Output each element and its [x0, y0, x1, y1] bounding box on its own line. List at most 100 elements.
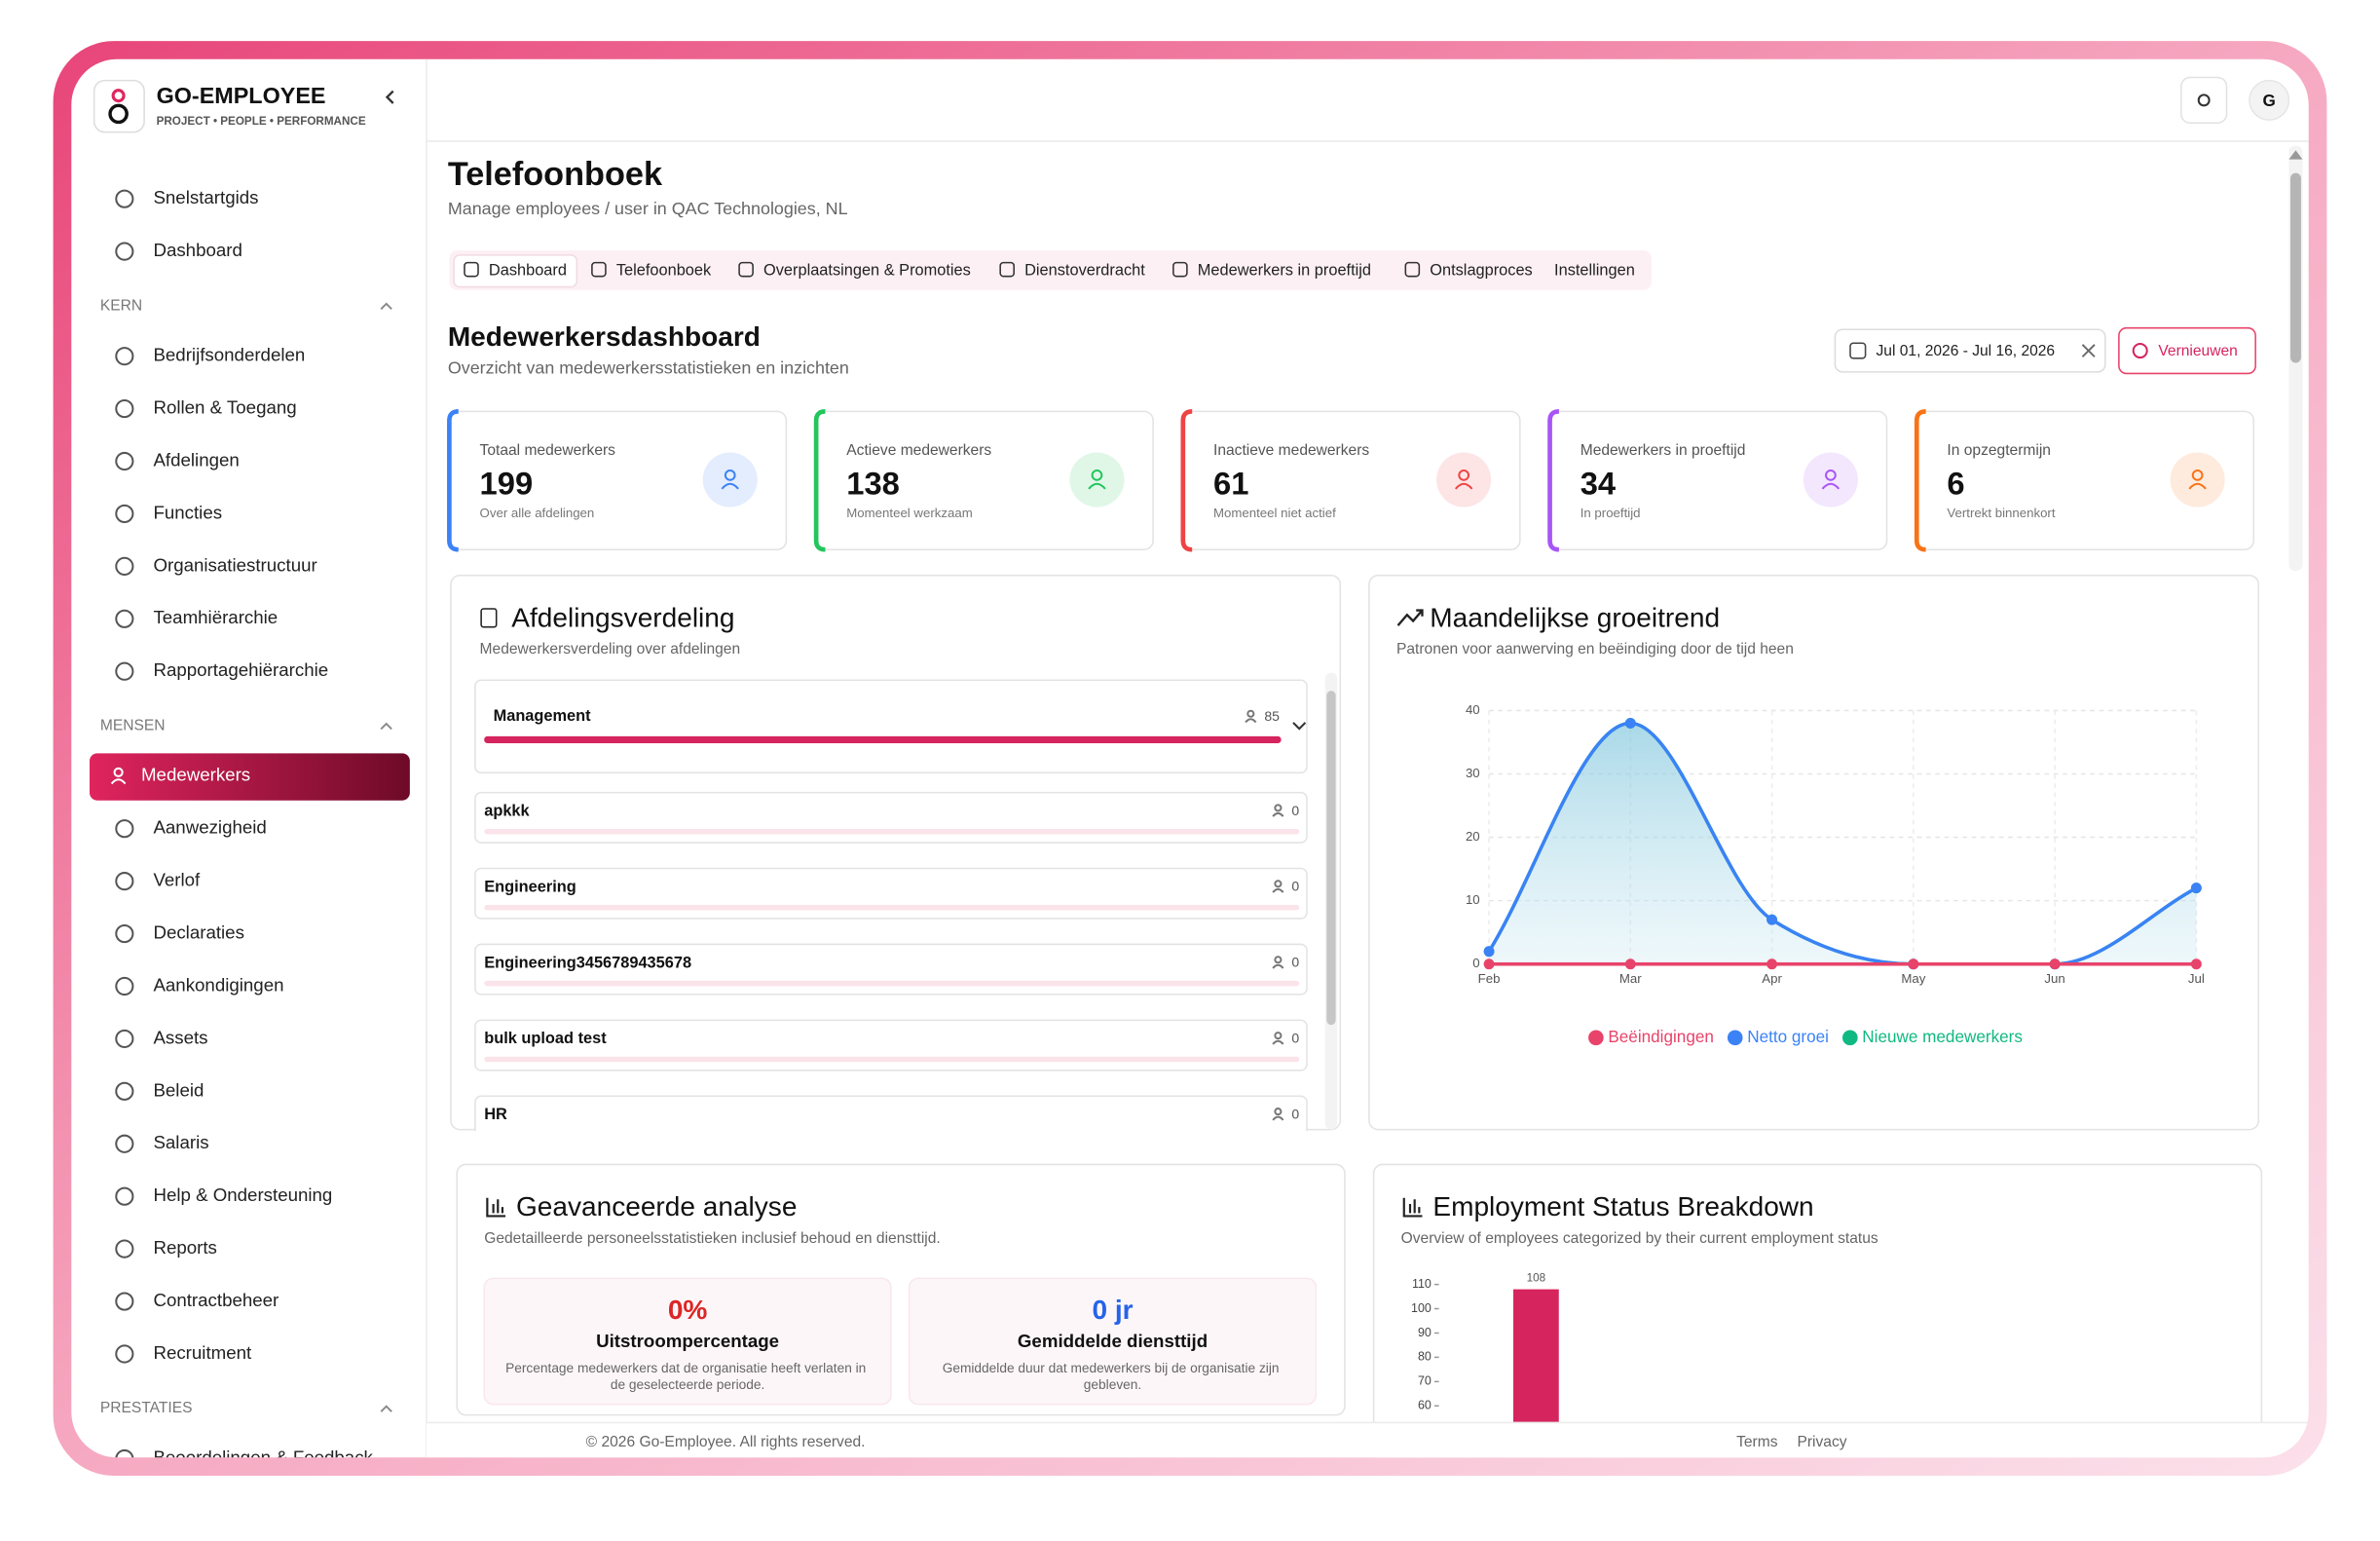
progress-track — [484, 904, 1300, 911]
progress-track — [484, 829, 1300, 835]
card-title: Geavanceerde analyse — [516, 1191, 797, 1222]
nav-item[interactable]: Teamhiërarchie — [153, 607, 278, 627]
footer — [427, 1422, 2309, 1458]
nav-item[interactable]: Afdelingen — [153, 449, 239, 470]
refresh-label[interactable]: Vernieuwen — [2158, 343, 2237, 359]
page-scroll-thumb[interactable] — [2290, 172, 2301, 363]
logo-ring — [108, 103, 129, 125]
nav-icon — [115, 1081, 134, 1101]
text-line: gebleven. — [1084, 1377, 1141, 1392]
department-row[interactable] — [474, 867, 1308, 920]
stat-label: Medewerkers in proeftijd — [1580, 442, 1746, 459]
active-tab[interactable] — [453, 254, 578, 288]
section-title: Medewerkersdashboard — [448, 321, 761, 352]
nav-item[interactable]: Declaraties — [153, 921, 243, 942]
stat-value: 34 — [1580, 465, 1617, 501]
nav-item[interactable]: Beoordelingen & Feedback — [153, 1447, 373, 1467]
nav-item[interactable]: Medewerkers — [141, 765, 250, 785]
stat-accent — [1547, 409, 1560, 552]
nav-icon — [115, 1134, 134, 1153]
footer-link[interactable]: Terms — [1736, 1434, 1778, 1450]
point — [2190, 883, 2202, 894]
tab[interactable]: Ontslagproces — [1430, 262, 1532, 280]
legend-swatch — [1842, 1030, 1858, 1046]
nav-item[interactable]: Recruitment — [153, 1342, 252, 1363]
avatar-initial[interactable]: G — [2263, 91, 2276, 110]
nav-item[interactable]: Rollen & Toegang — [153, 397, 296, 418]
icon-person-body — [721, 482, 739, 490]
department-name: bulk upload test — [484, 1030, 607, 1047]
expand-chevron[interactable] — [1292, 722, 1307, 731]
collapse-button[interactable] — [385, 90, 394, 104]
avatar[interactable] — [2249, 79, 2290, 121]
nav-item[interactable]: Contractbeheer — [153, 1290, 279, 1310]
tab[interactable]: Medewerkers in proeftijd — [1198, 262, 1371, 280]
nav-icon — [115, 661, 134, 681]
department-row[interactable] — [474, 1095, 1308, 1146]
department-count: 0 — [1291, 879, 1299, 894]
icon-person-head — [1458, 469, 1470, 481]
icon-person-head — [1274, 880, 1283, 888]
card-icon — [1396, 609, 1424, 626]
nav-item[interactable]: Functies — [153, 502, 222, 522]
nav-item[interactable]: Reports — [153, 1237, 216, 1258]
point — [1624, 717, 1636, 729]
refresh-button[interactable] — [2118, 326, 2256, 375]
metric-box — [483, 1277, 892, 1406]
y-tick-label: 80 — [1418, 1350, 1432, 1364]
department-row[interactable] — [474, 679, 1308, 774]
department-row[interactable] — [474, 791, 1308, 844]
tab[interactable]: Instellingen — [1554, 262, 1635, 280]
stat-note: Momenteel niet actief — [1213, 506, 1336, 520]
chart-subtitle: Patronen voor aanwerving en beëindiging … — [1396, 641, 1794, 658]
tab[interactable]: Telefoonboek — [616, 262, 712, 280]
icon-person-head — [1246, 709, 1255, 718]
stat-note: Momenteel werkzaam — [846, 506, 972, 520]
department-count: 0 — [1291, 955, 1299, 970]
y-tick-label: 90 — [1418, 1326, 1432, 1339]
tab[interactable]: Dashboard — [489, 262, 567, 280]
stat-value: 199 — [480, 465, 534, 501]
nav-item[interactable]: Aankondigingen — [153, 974, 283, 995]
scroll-thumb[interactable] — [1326, 691, 1336, 1026]
nav-item[interactable]: Dashboard — [153, 240, 242, 260]
icon-person-head — [1825, 469, 1837, 481]
brand: GO-EMPLOYEE — [157, 83, 326, 108]
nav-icon — [115, 451, 134, 471]
card-icon — [480, 608, 498, 628]
theme-toggle[interactable] — [2180, 76, 2228, 125]
tab[interactable]: Dienstoverdracht — [1024, 262, 1145, 280]
group-chevron — [380, 722, 392, 731]
stat-accent — [1180, 409, 1193, 552]
group-chevron — [380, 302, 392, 310]
clear-date[interactable] — [2081, 344, 2096, 357]
footer-link[interactable]: Privacy — [1797, 1434, 1846, 1450]
nav-item[interactable]: Help & Ondersteuning — [153, 1184, 332, 1205]
x-tick-label: Mar — [1619, 971, 1642, 986]
nav-item[interactable]: Salaris — [153, 1132, 208, 1152]
nav-item[interactable]: Organisatiestructuur — [153, 554, 316, 575]
nav-item[interactable]: Verlof — [153, 870, 201, 890]
date-picker[interactable] — [1834, 328, 2106, 373]
icon-person-body — [1272, 887, 1284, 893]
nav-active-bg[interactable] — [90, 753, 410, 801]
legend-label: Nieuwe medewerkers — [1862, 1027, 2023, 1046]
nav-icon — [115, 923, 134, 944]
department-name: Management — [494, 707, 592, 725]
stat-value: 61 — [1213, 465, 1248, 501]
department-list: Management 85 apkkk 0 Engineering 0 Engineerin… — [474, 679, 1308, 1146]
nav-item[interactable]: Rapportagehiërarchie — [153, 659, 328, 680]
point — [2190, 958, 2202, 970]
nav-item[interactable]: Assets — [153, 1027, 207, 1047]
x-tick-label: Jun — [2044, 971, 2064, 986]
tab[interactable]: Overplaatsingen & Promoties — [763, 262, 971, 280]
point — [1483, 958, 1495, 970]
y-tick-label: 20 — [1418, 1495, 1432, 1509]
y-tick-label: 100 — [1411, 1301, 1432, 1315]
nav-item[interactable]: Aanwezigheid — [153, 817, 266, 838]
text-line: de geselecteerde periode. — [611, 1377, 764, 1392]
nav-item[interactable]: Snelstartgids — [153, 187, 258, 207]
nav-item[interactable]: Beleid — [153, 1079, 204, 1100]
nav-item[interactable]: Bedrijfsonderdelen — [153, 345, 305, 365]
